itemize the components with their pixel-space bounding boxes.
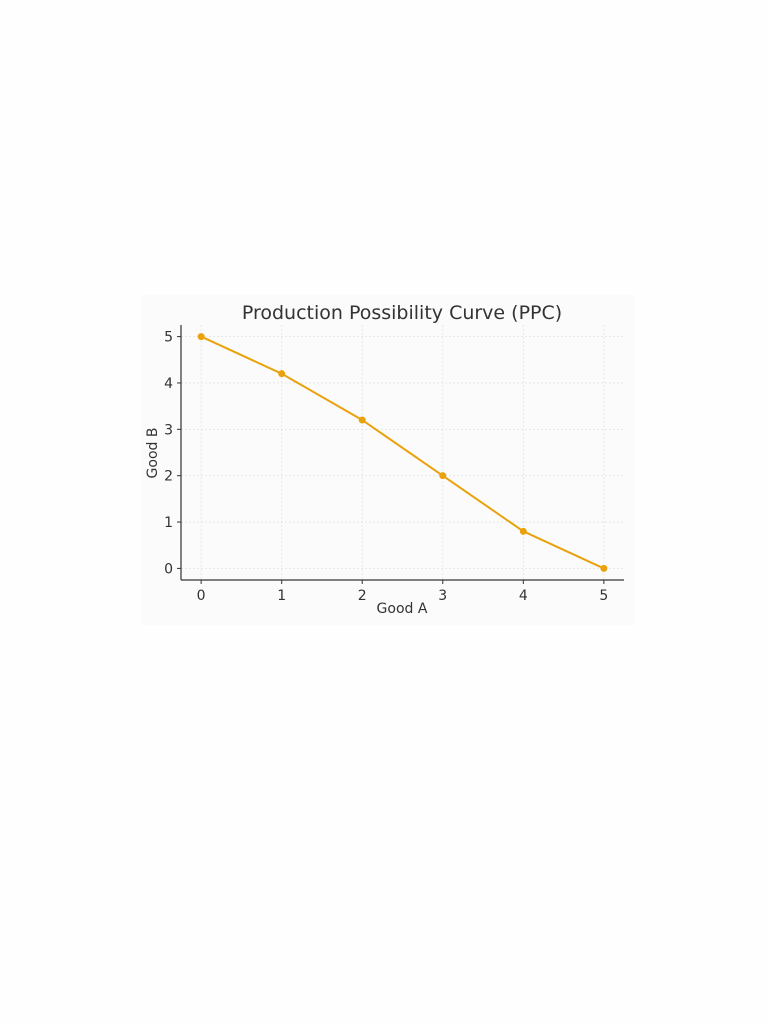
y-tick-label: 1 (164, 515, 173, 531)
data-point (278, 370, 286, 378)
data-point (439, 472, 447, 480)
chart-svg: Production Possibility Curve (PPC) 0 1 2 3 4… (145, 302, 624, 617)
data-point (600, 564, 608, 572)
grid-layer (181, 325, 624, 580)
chart-figure: Production Possibility Curve (PPC) 0 1 2 3 4… (142, 295, 634, 625)
x-tick-label: 3 (438, 588, 447, 604)
x-tick-label: 1 (277, 588, 286, 604)
ticks-layer: 0 1 2 3 4 5 0 1 2 3 4 5 (164, 330, 608, 604)
y-tick-label: 5 (164, 330, 173, 346)
data-point (519, 527, 527, 535)
y-axis-label: Good B (145, 428, 161, 479)
x-tick-label: 4 (519, 588, 528, 604)
y-tick-label: 0 (164, 561, 173, 577)
y-tick-label: 3 (164, 422, 173, 438)
x-axis-label: Good A (377, 601, 428, 617)
y-tick-label: 2 (164, 469, 173, 485)
data-point (197, 333, 205, 341)
series-layer (197, 333, 608, 572)
x-tick-label: 0 (197, 588, 206, 604)
axes-layer (180, 325, 624, 581)
series-line (200, 335, 605, 570)
chart-title: Production Possibility Curve (PPC) (242, 302, 562, 324)
x-tick-label: 2 (358, 588, 367, 604)
y-tick-label: 4 (164, 376, 173, 392)
x-tick-label: 5 (599, 588, 608, 604)
data-point (358, 416, 366, 424)
